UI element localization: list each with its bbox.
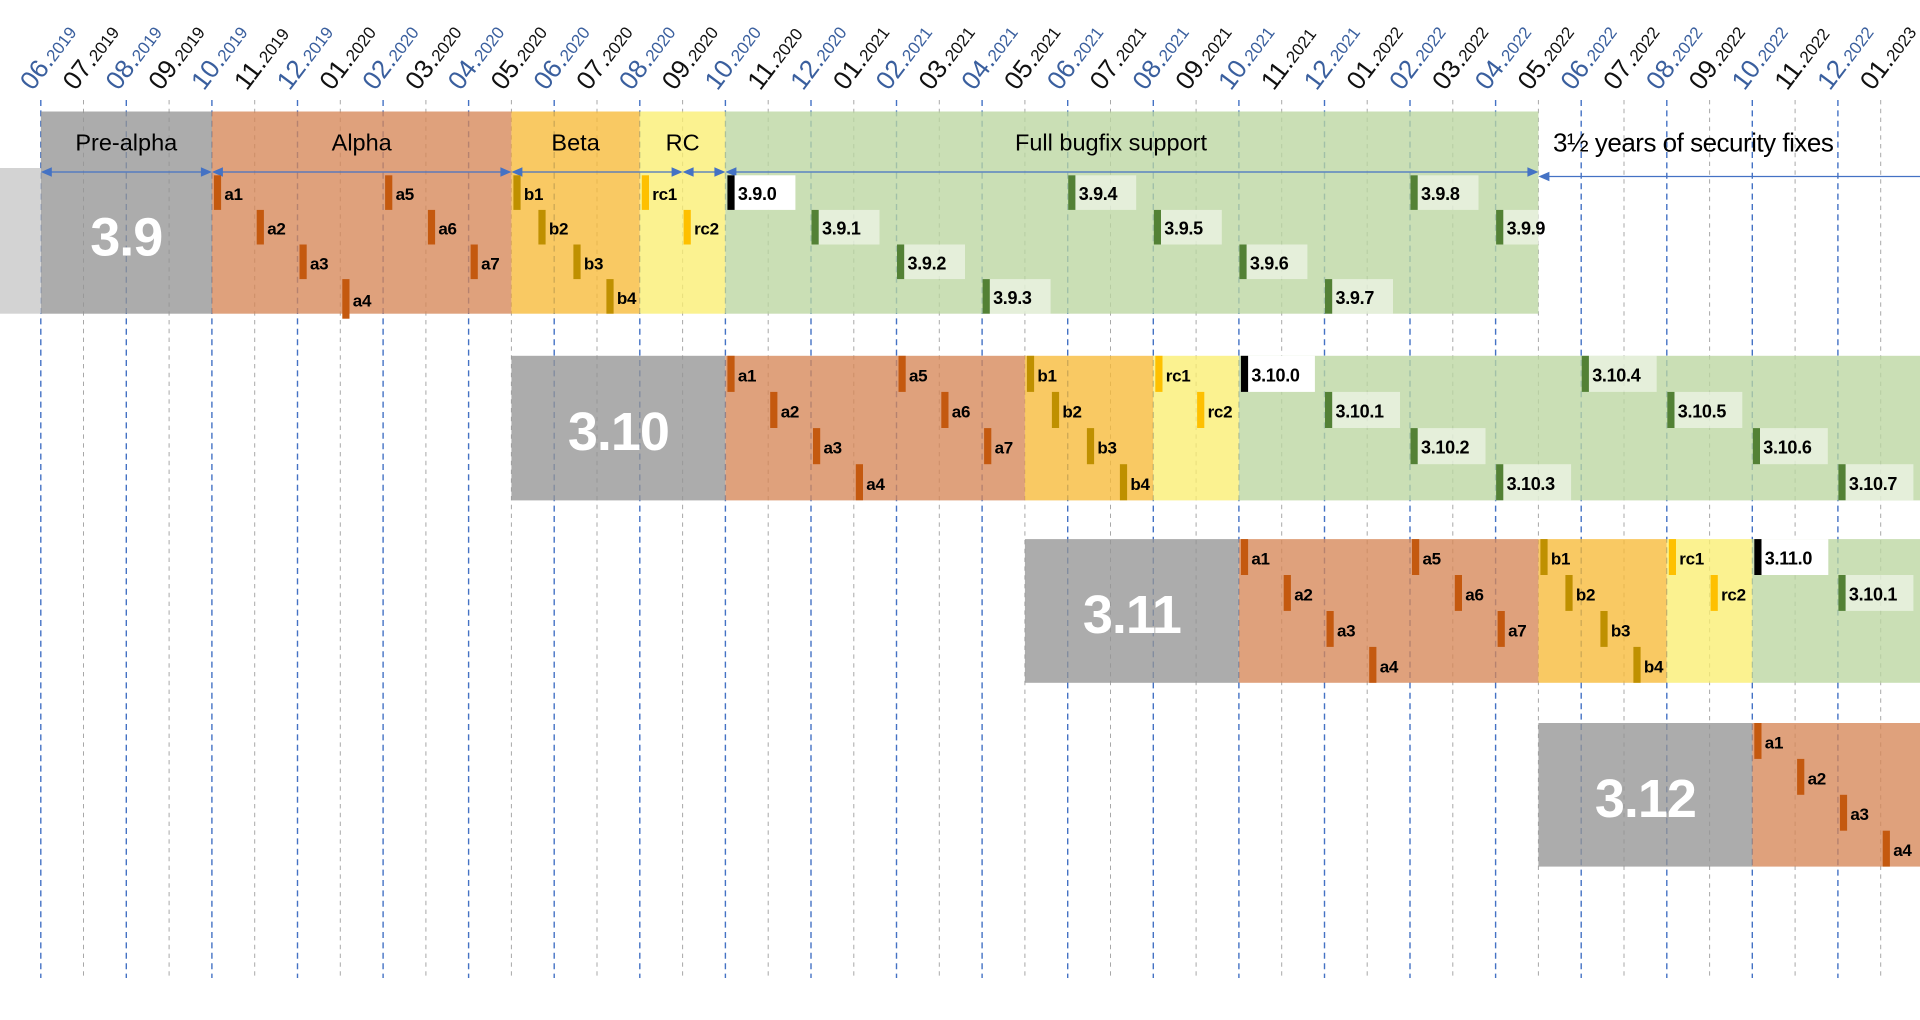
svg-text:b3: b3	[584, 254, 603, 273]
svg-text:3.10.3: 3.10.3	[1507, 474, 1556, 494]
svg-text:a4: a4	[866, 475, 885, 494]
svg-text:3.9.3: 3.9.3	[993, 288, 1032, 308]
svg-text:a4: a4	[1380, 657, 1399, 676]
svg-text:a7: a7	[1508, 621, 1526, 640]
svg-text:a5: a5	[396, 185, 414, 204]
svg-text:b1: b1	[1551, 550, 1570, 569]
svg-text:a1: a1	[1765, 734, 1783, 753]
svg-text:a6: a6	[1465, 586, 1483, 605]
svg-text:3.10.6: 3.10.6	[1763, 438, 1812, 458]
svg-text:a1: a1	[738, 366, 756, 385]
svg-text:rc1: rc1	[1166, 366, 1191, 385]
svg-text:a2: a2	[781, 403, 799, 422]
svg-text:a2: a2	[267, 220, 285, 239]
svg-text:b2: b2	[1062, 403, 1081, 422]
svg-text:a3: a3	[310, 254, 328, 273]
svg-text:3.10.2: 3.10.2	[1421, 438, 1470, 458]
svg-text:RC: RC	[666, 130, 700, 156]
svg-text:3.10.1: 3.10.1	[1849, 585, 1898, 605]
svg-text:b4: b4	[1644, 657, 1664, 676]
svg-text:3.9.1: 3.9.1	[822, 219, 861, 239]
svg-text:3.10: 3.10	[568, 402, 669, 462]
svg-text:3.10.7: 3.10.7	[1849, 474, 1898, 494]
svg-text:3.9.4: 3.9.4	[1079, 184, 1118, 204]
svg-text:a2: a2	[1294, 586, 1312, 605]
svg-text:b4: b4	[1130, 475, 1150, 494]
svg-text:a3: a3	[1337, 621, 1355, 640]
svg-text:rc2: rc2	[694, 220, 719, 239]
svg-text:b1: b1	[1037, 366, 1056, 385]
svg-text:b3: b3	[1611, 621, 1630, 640]
svg-text:a4: a4	[353, 291, 372, 310]
svg-text:a5: a5	[1423, 550, 1441, 569]
svg-text:3.9.2: 3.9.2	[908, 253, 947, 273]
svg-text:b1: b1	[524, 185, 543, 204]
svg-text:3.9.6: 3.9.6	[1250, 253, 1289, 273]
svg-text:3.9.5: 3.9.5	[1164, 219, 1203, 239]
svg-text:3.9.0: 3.9.0	[738, 184, 777, 204]
svg-text:Full bugfix support: Full bugfix support	[1015, 130, 1207, 156]
svg-text:3.10.0: 3.10.0	[1251, 365, 1300, 385]
svg-text:a3: a3	[1850, 805, 1868, 824]
svg-text:rc1: rc1	[652, 185, 677, 204]
svg-text:3.10.1: 3.10.1	[1336, 402, 1385, 422]
svg-text:3.11.0: 3.11.0	[1765, 549, 1813, 569]
svg-text:3.10.4: 3.10.4	[1592, 365, 1641, 385]
svg-text:3.12: 3.12	[1595, 769, 1696, 829]
svg-text:a4: a4	[1893, 841, 1912, 860]
svg-text:rc2: rc2	[1721, 586, 1746, 605]
svg-text:3.11: 3.11	[1083, 585, 1181, 645]
svg-text:3.9.7: 3.9.7	[1336, 288, 1375, 308]
svg-text:rc1: rc1	[1679, 550, 1704, 569]
svg-text:a6: a6	[952, 403, 970, 422]
svg-text:a7: a7	[995, 439, 1013, 458]
svg-text:Alpha: Alpha	[332, 130, 393, 156]
svg-text:a3: a3	[824, 439, 842, 458]
svg-text:a1: a1	[1251, 550, 1269, 569]
svg-text:b2: b2	[1576, 586, 1595, 605]
svg-text:3.9: 3.9	[90, 208, 162, 268]
svg-text:Beta: Beta	[551, 130, 600, 156]
svg-text:3.9.8: 3.9.8	[1421, 184, 1460, 204]
svg-text:3½ years of security fixes: 3½ years of security fixes	[1553, 128, 1834, 158]
svg-text:rc2: rc2	[1208, 403, 1233, 422]
svg-text:3.9.9: 3.9.9	[1507, 219, 1546, 239]
svg-text:Pre-alpha: Pre-alpha	[75, 130, 178, 156]
svg-text:b3: b3	[1097, 439, 1116, 458]
svg-text:3.10.5: 3.10.5	[1678, 402, 1727, 422]
svg-text:a6: a6	[438, 220, 456, 239]
svg-text:a2: a2	[1808, 769, 1826, 788]
svg-text:b2: b2	[549, 220, 568, 239]
svg-text:a7: a7	[481, 254, 499, 273]
svg-text:b4: b4	[617, 289, 637, 308]
svg-text:a5: a5	[909, 366, 927, 385]
svg-text:a1: a1	[224, 185, 242, 204]
